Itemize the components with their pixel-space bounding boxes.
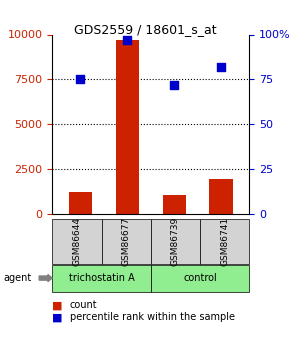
Text: ■: ■ [52,300,63,310]
Text: trichostatin A: trichostatin A [69,273,134,283]
Text: GSM86741: GSM86741 [220,217,229,266]
Point [172,82,177,88]
Text: GDS2559 / 18601_s_at: GDS2559 / 18601_s_at [74,23,216,36]
Text: ■: ■ [52,313,63,322]
Text: control: control [183,273,217,283]
Text: GSM86677: GSM86677 [122,217,131,266]
Text: agent: agent [3,273,31,283]
Point [125,37,130,43]
Point [219,64,224,70]
Text: count: count [70,300,97,310]
Bar [162,195,186,214]
Text: percentile rank within the sample: percentile rank within the sample [70,313,235,322]
Bar [116,40,139,214]
Point [78,77,83,82]
Text: GSM86739: GSM86739 [171,217,180,266]
Bar [69,193,92,214]
Bar [209,179,233,214]
Text: GSM86644: GSM86644 [72,217,81,266]
